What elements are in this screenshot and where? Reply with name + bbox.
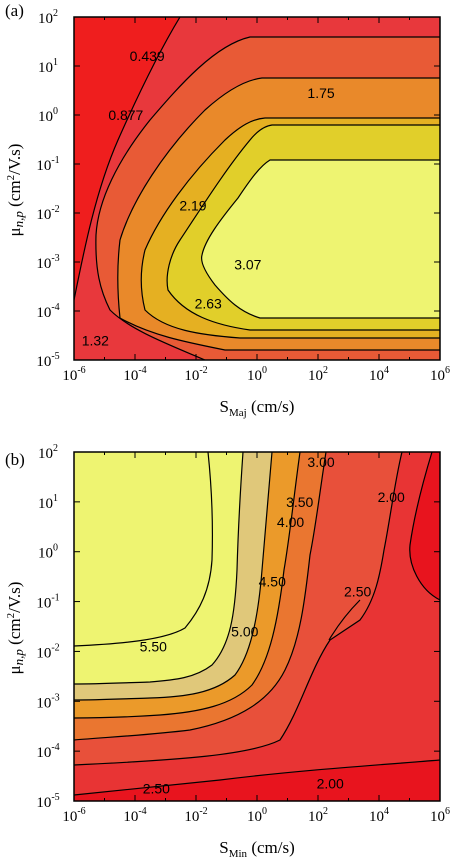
- x-axis-label: SMaj (cm/s): [220, 397, 295, 419]
- contour-label: 5.00: [231, 623, 258, 639]
- x-tick-label: 104: [369, 365, 389, 384]
- contour-line: [74, 452, 273, 701]
- x-tick-label: 106: [430, 806, 450, 825]
- x-tick-label: 10-6: [62, 365, 85, 384]
- contour-label: 4.00: [277, 514, 304, 530]
- contour-label: 0.877: [108, 107, 143, 123]
- x-tick-label: 102: [308, 806, 328, 825]
- x-axis-label: SMin (cm/s): [219, 838, 295, 860]
- contour-line: [74, 759, 440, 796]
- y-tick-label: 10-5: [36, 351, 59, 370]
- contour-label: 2.50: [143, 781, 170, 797]
- panel-a-contour-fills: 0.439 0.877 1.75 2.19 3.07 2.63 1.32: [74, 17, 440, 360]
- y-tick-label: 101: [38, 57, 58, 76]
- contour-line: [74, 452, 327, 741]
- contour-label: 3.00: [307, 454, 334, 470]
- contour-line: [95, 36, 440, 360]
- contour-lines: [74, 17, 440, 360]
- y-tick-label: 10-4: [36, 742, 59, 761]
- contour-line: [74, 17, 181, 301]
- contour-line: [200, 159, 440, 319]
- contour-labels: 5.50 5.00 4.50 4.00 3.50 3.00 2.00 2.50 2.50 2.00: [140, 454, 405, 797]
- x-tick-label: 10-4: [123, 806, 146, 825]
- contour-labels: 0.439 0.877 1.75 2.19 3.07 2.63 1.32: [82, 48, 335, 348]
- contour-label: 4.50: [259, 574, 286, 590]
- contour-label: 2.50: [344, 584, 371, 600]
- y-tick-label: 100: [38, 106, 58, 125]
- y-tick-label: 101: [38, 493, 58, 512]
- y-tick-label: 102: [38, 443, 58, 462]
- y-tick-label: 10-1: [36, 155, 59, 174]
- axis-ticks: 10-6 10-4 10-2 100 102 104 106 10-5 10-4 10-3 10-2…: [36, 8, 450, 384]
- fill-region: [201, 160, 440, 318]
- contour-label: 3.50: [286, 494, 313, 510]
- x-tick-label: 10-2: [184, 365, 207, 384]
- y-tick-label: 10-2: [36, 204, 59, 223]
- panel-b: 5.50 5.00 4.50 4.00 3.50 3.00 2.00 2.50 2.50 2.00…: [5, 443, 450, 860]
- contour-lines: [74, 452, 440, 796]
- x-tick-label: 104: [369, 806, 389, 825]
- y-axis-label: μn,p (cm2/V.s): [5, 582, 26, 675]
- contour-line: [140, 117, 440, 339]
- contour-line: [74, 452, 403, 766]
- y-axis-label: μn,p (cm2/V.s): [5, 144, 26, 237]
- contour-label: 2.63: [195, 296, 222, 312]
- contour-line: [328, 599, 361, 641]
- contour-label: 0.439: [130, 48, 165, 64]
- y-tick-label: 10-1: [36, 593, 59, 612]
- contour-label: 5.50: [140, 638, 167, 654]
- contour-label: 1.32: [82, 332, 109, 348]
- contour-line: [409, 452, 440, 601]
- panel-label: (a): [5, 1, 24, 20]
- x-tick-label: 100: [247, 365, 267, 384]
- y-tick-label: 10-3: [36, 253, 59, 272]
- contour-line: [166, 124, 440, 331]
- fill-region: [74, 452, 243, 684]
- x-tick-label: 10-6: [62, 806, 85, 825]
- y-tick-label: 10-4: [36, 302, 59, 321]
- x-tick-label: 102: [308, 365, 328, 384]
- contour-label: 2.00: [378, 489, 405, 505]
- contour-label: 3.07: [234, 256, 261, 272]
- contour-line: [74, 452, 244, 685]
- panel-b-contour-fills: 5.50 5.00 4.50 4.00 3.50 3.00 2.00 2.50 2.50 2.00: [74, 452, 440, 801]
- y-tick-label: 102: [38, 8, 58, 27]
- panel-label: (b): [5, 450, 25, 469]
- contour-line: [74, 452, 213, 647]
- y-tick-label: 10-3: [36, 692, 59, 711]
- x-tick-label: 106: [430, 365, 450, 384]
- y-tick-label: 10-5: [36, 792, 59, 811]
- contour-line: [117, 77, 440, 351]
- x-tick-label: 10-4: [123, 365, 146, 384]
- axis-ticks: 10-6 10-4 10-2 100 102 104 106 10-5 10-4 10-3 10-2…: [36, 443, 450, 825]
- x-tick-label: 100: [247, 806, 267, 825]
- fill-region: [74, 452, 272, 700]
- contour-line: [74, 452, 301, 719]
- contour-label: 1.75: [307, 85, 334, 101]
- contour-label: 2.19: [179, 198, 206, 214]
- contour-label: 2.00: [317, 776, 344, 792]
- x-tick-label: 10-2: [184, 806, 207, 825]
- y-tick-label: 10-2: [36, 642, 59, 661]
- y-tick-label: 100: [38, 543, 58, 562]
